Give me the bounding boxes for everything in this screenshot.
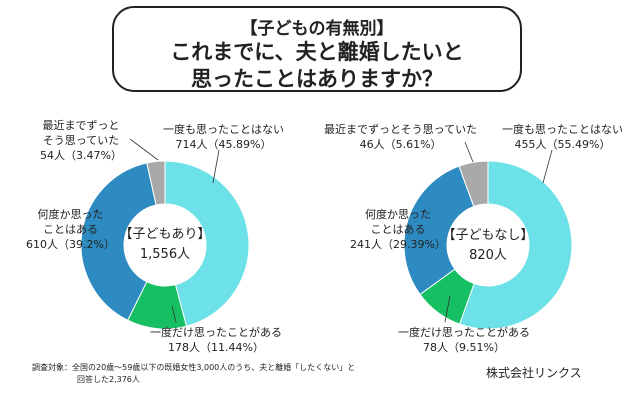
label-once-left: 一度だけ思ったことがある 178人（11.44%） bbox=[150, 325, 282, 355]
slice-several bbox=[80, 162, 157, 321]
center-title: 【子どもなし】 bbox=[442, 228, 534, 243]
label-value: 714人（45.89%） bbox=[175, 138, 272, 151]
leader-line bbox=[129, 138, 159, 161]
label-text: 何度か思った bbox=[364, 208, 431, 221]
title-line3: 思ったことはありますか？ bbox=[191, 67, 443, 91]
donut-with-children bbox=[80, 160, 250, 330]
label-value: 178人（11.44%） bbox=[168, 341, 264, 354]
center-title: 【子どもあり】 bbox=[119, 227, 211, 242]
label-never-right: 一度も思ったことはない 455人（55.49%） bbox=[502, 122, 623, 152]
label-text: 何度か思った bbox=[37, 208, 104, 221]
slice-until-recently bbox=[458, 160, 489, 208]
label-text: 最近までずっとそう思っていた bbox=[324, 123, 478, 136]
label-once-right: 一度だけ思ったことがある 78人（9.51%） bbox=[398, 325, 530, 355]
footnote: 調査対象：全国の20歳〜59歳以下の既婚女性3,000人のうち、夫と離婚「したく… bbox=[32, 362, 355, 386]
label-until-recently-left: 最近までずっと そう思っていた 54人（3.47%） bbox=[40, 118, 122, 163]
label-until-recently-right: 最近までずっとそう思っていた 46人（5.61%） bbox=[324, 122, 477, 152]
label-text: 一度だけ思ったことがある bbox=[150, 326, 282, 339]
label-several-right: 何度か思った ことはある 241人（29.39%） bbox=[350, 207, 446, 252]
label-value: 46人（5.61%） bbox=[359, 138, 442, 151]
label-text: 一度も思ったことはない bbox=[502, 123, 623, 136]
leader-line bbox=[444, 295, 451, 323]
slice-until-recently bbox=[146, 160, 166, 206]
footnote-line: 調査対象：全国の20歳〜59歳以下の既婚女性3,000人のうち、夫と離婚「したく… bbox=[32, 363, 356, 372]
label-never-left: 一度も思ったことはない 714人（45.89%） bbox=[163, 122, 284, 152]
leader-line bbox=[542, 149, 553, 184]
label-text: ことはある bbox=[42, 223, 98, 236]
slice-never bbox=[164, 160, 250, 327]
leader-lines bbox=[129, 138, 553, 323]
label-several-left: 何度か思った ことはある 610人（39.2%） bbox=[26, 207, 115, 252]
leader-line bbox=[171, 305, 177, 323]
label-text: ことはある bbox=[370, 223, 426, 236]
label-text: そう思っていた bbox=[42, 134, 120, 147]
label-value: 78人（9.51%） bbox=[423, 341, 505, 354]
center-label-left: 【子どもあり】 1,556人 bbox=[119, 225, 210, 265]
label-text: 一度も思ったことはない bbox=[163, 123, 284, 136]
slice-never bbox=[458, 160, 573, 330]
center-label-right: 【子どもなし】 820人 bbox=[442, 226, 533, 266]
center-total: 820人 bbox=[469, 248, 507, 263]
donut-without-children bbox=[403, 160, 573, 330]
title-line1: 【子どもの有無別】 bbox=[240, 19, 394, 39]
title-box: 【子どもの有無別】 これまでに、夫と離婚したいと 思ったことはありますか？ bbox=[112, 6, 522, 92]
leader-line bbox=[464, 141, 474, 163]
label-value: 610人（39.2%） bbox=[26, 238, 115, 251]
label-value: 54人（3.47%） bbox=[40, 149, 122, 162]
label-value: 455人（55.49%） bbox=[514, 138, 611, 151]
label-text: 最近までずっと bbox=[42, 119, 120, 132]
footnote-line: 回答した2,376人 bbox=[77, 375, 140, 384]
leader-line bbox=[212, 149, 220, 184]
title-line2: これまでに、夫と離婚したいと bbox=[170, 40, 464, 64]
label-value: 241人（29.39%） bbox=[350, 238, 446, 251]
slice-several bbox=[403, 165, 475, 296]
label-text: 一度だけ思ったことがある bbox=[398, 326, 530, 339]
company-name: 株式会社リンクス bbox=[486, 366, 582, 380]
center-total: 1,556人 bbox=[139, 247, 191, 262]
